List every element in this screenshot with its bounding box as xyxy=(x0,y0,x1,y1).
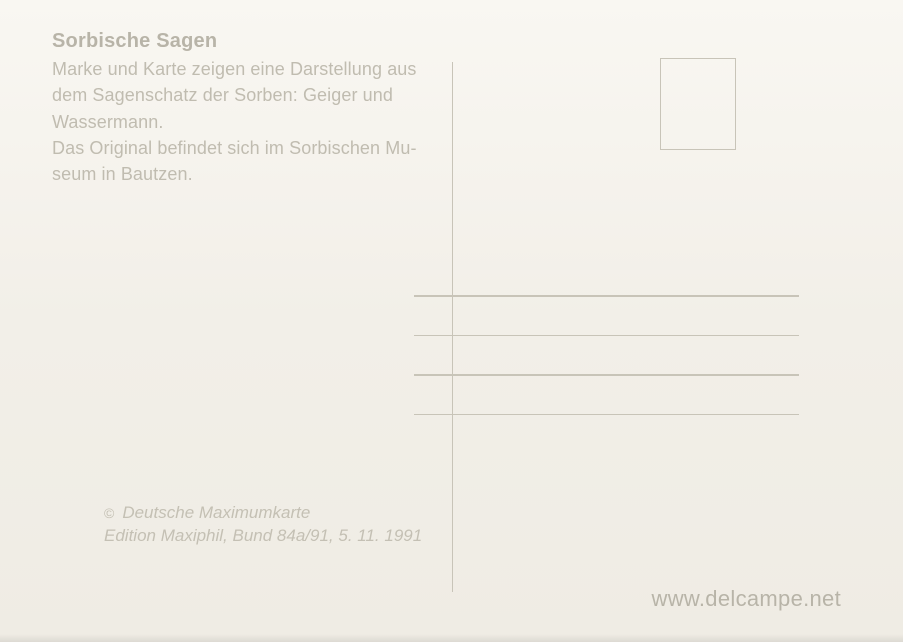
address-line xyxy=(414,295,799,297)
footer-line-2: Edition Maxiphil, Bund 84a/91, 5. 11. 19… xyxy=(104,525,422,548)
watermark-text: www.delcampe.net xyxy=(652,586,841,612)
address-line xyxy=(414,374,799,376)
address-line xyxy=(414,335,799,337)
postcard-description: Marke und Karte zeigen eine Darstellung … xyxy=(52,57,432,186)
footer-line-1: © Deutsche Maximumkarte xyxy=(104,502,422,525)
description-line: seum in Bautzen. xyxy=(52,162,432,186)
postcard-footer: © Deutsche Maximumkarte Edition Maxiphil,… xyxy=(104,502,422,548)
description-line: dem Sagenschatz der Sorben: Geiger und xyxy=(52,83,432,107)
copyright-icon: © xyxy=(104,504,114,523)
postcard-title: Sorbische Sagen xyxy=(52,30,851,53)
content-area: Sorbische Sagen Marke und Karte zeigen e… xyxy=(52,30,851,612)
address-lines-area xyxy=(414,295,799,453)
footer-text-1: Deutsche Maximumkarte xyxy=(122,503,310,522)
address-line xyxy=(414,414,799,416)
postcard-back: Sorbische Sagen Marke und Karte zeigen e… xyxy=(0,0,903,642)
description-line: Wassermann. xyxy=(52,110,432,134)
bottom-shadow xyxy=(0,634,903,642)
description-line: Marke und Karte zeigen eine Darstellung … xyxy=(52,57,432,81)
stamp-placeholder-box xyxy=(660,58,736,150)
description-line: Das Original befindet sich im Sorbischen… xyxy=(52,136,432,160)
